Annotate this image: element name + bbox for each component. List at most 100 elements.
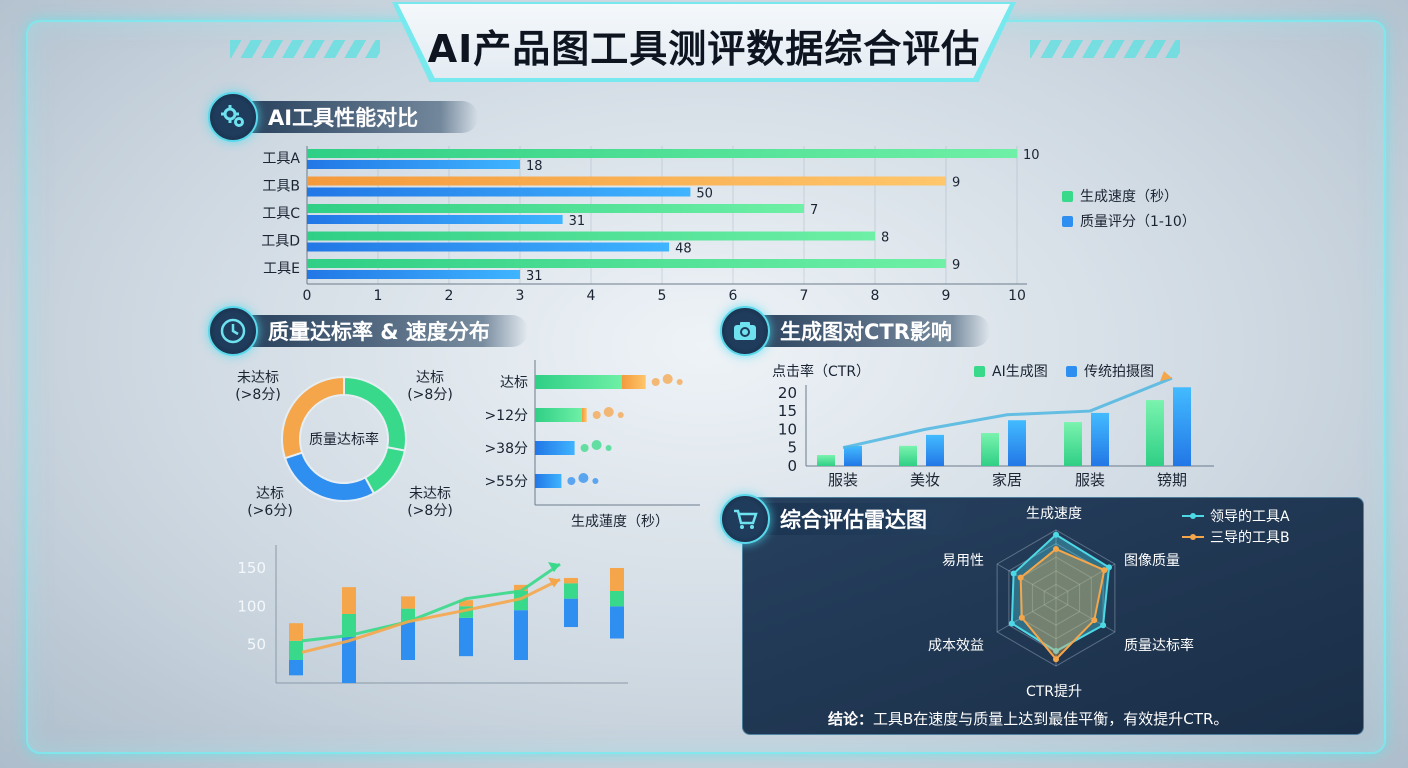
x-tick-label: 5: [658, 288, 667, 304]
scatter-dot: [651, 378, 660, 386]
scatter-dot: [605, 445, 612, 451]
y-tick-label: 0: [787, 457, 797, 475]
legend-label: 质量评分（1-10）: [1080, 214, 1196, 230]
legend-item-traditional: 传统拍摄图: [1066, 361, 1154, 381]
legend-swatch: [974, 365, 985, 377]
speed-bar: [307, 259, 946, 268]
decor-stripes-right: [1030, 40, 1180, 58]
donut-outer-label: (>8分): [235, 387, 281, 403]
scatter-dot: [580, 444, 589, 452]
section-quality-header: 质量达标率 & 速度分布: [208, 306, 528, 356]
section-radar-title: 综合评估雷达图: [780, 508, 927, 532]
quality-value-label: 31: [526, 269, 543, 284]
radar-point: [1100, 622, 1107, 629]
legend-label: 领导的工具A: [1210, 509, 1290, 525]
radar-point: [1018, 614, 1025, 621]
blue-bar: [535, 441, 575, 455]
x-tick-label: 6: [729, 288, 738, 304]
stack-segment-orange: [610, 568, 624, 591]
radar-point: [1106, 564, 1113, 571]
section-ctr-header: 生成图对CTR影响: [720, 306, 990, 356]
radar-axis-label: 易用性: [942, 553, 984, 569]
radar-axis-label: 生成速度: [1026, 506, 1082, 522]
radar-ring: [1031, 570, 1081, 626]
conclusion-body: 工具B在速度与质量上达到最佳平衡，有效提升CTR。: [873, 710, 1229, 728]
speed-value-label: 8: [881, 231, 889, 246]
stack-segment-orange: [459, 600, 473, 607]
scatter-dot: [567, 477, 576, 485]
stack-segment-orange: [514, 584, 528, 591]
x-tick-label: 服装: [828, 471, 858, 489]
radar-spoke: [996, 597, 1057, 633]
stack-segment-orange: [564, 577, 578, 584]
ai-bar: [1146, 400, 1164, 466]
stack-segment-green: [459, 606, 473, 618]
category-label: 工具E: [263, 261, 300, 277]
legend-swatch: [1062, 190, 1073, 202]
stack-segment-green: [564, 583, 578, 599]
speed-value-label: 9: [952, 258, 960, 273]
stack-segment-orange: [401, 596, 415, 609]
scatter-dot: [591, 440, 602, 450]
donut-outer-label: 达标: [256, 486, 284, 502]
traditional-bar: [1173, 387, 1191, 466]
green-bar: [535, 375, 622, 389]
x-tick-label: 10: [1008, 288, 1026, 304]
x-tick-label: 2: [445, 288, 454, 304]
y-tick-label: 150: [237, 559, 266, 577]
clock-icon: [208, 306, 258, 356]
radar-point: [1053, 656, 1059, 663]
radar-axis-label: 质量达标率: [1124, 637, 1194, 654]
section-perf-title: AI工具性能对比: [268, 106, 419, 130]
scatter-dot: [578, 473, 589, 483]
speed-bar: [307, 204, 804, 213]
quality-bar: [307, 160, 520, 169]
donut-outer-label: (>8分): [407, 503, 453, 519]
stack-segment-blue: [610, 606, 624, 639]
speed-bar: [307, 149, 1017, 158]
x-tick-label: 美妆: [910, 471, 940, 489]
y-tick-label: 20: [778, 384, 797, 402]
stack-segment-green: [289, 640, 303, 660]
x-axis-label: 生成蓮度（秒）: [571, 514, 669, 530]
legend-swatch: [1066, 365, 1077, 377]
radar-ring: [996, 529, 1116, 667]
radar-point: [1101, 567, 1108, 574]
decor-stripes-left: [230, 40, 380, 58]
trend-arrowhead: [548, 562, 560, 573]
x-tick-label: 服装: [1075, 471, 1105, 489]
legend-label: 传统拍摄图: [1084, 364, 1154, 380]
radar-point: [1010, 570, 1017, 577]
traditional-bar: [1008, 420, 1026, 466]
legend-item-tool-a: 领导的工具A: [1182, 506, 1290, 526]
ctr-trend-line: [842, 376, 1173, 450]
ai-bar: [981, 433, 999, 466]
category-label: 达标: [500, 375, 528, 391]
donut-outer-label: (>6分): [247, 503, 293, 519]
category-label: 工具B: [262, 179, 300, 195]
radar-axis-label: 图像质量: [1124, 553, 1180, 569]
radar-point: [1017, 574, 1024, 581]
ai-bar: [817, 455, 835, 466]
traditional-bar: [1091, 412, 1109, 466]
stack-segment-green: [401, 608, 415, 622]
category-label: 工具D: [261, 234, 300, 250]
radar-point: [1053, 648, 1059, 655]
radar-point: [1008, 620, 1015, 627]
x-tick-label: 3: [516, 288, 525, 304]
cart-icon: [720, 494, 770, 544]
section-perf-header: AI工具性能对比: [208, 92, 478, 142]
scatter-dot: [603, 407, 614, 417]
category-label: >55分: [484, 474, 528, 490]
orange-bar: [621, 375, 646, 389]
stack-segment-blue: [289, 660, 303, 676]
speed-value-label: 9: [952, 176, 960, 191]
legend-label: 三导的工具B: [1210, 530, 1290, 546]
legend-item-tool-b: 三导的工具B: [1182, 527, 1290, 547]
orange-bar: [581, 408, 587, 422]
traditional-bar: [926, 434, 944, 466]
legend-item-quality: 质量评分（1-10）: [1062, 211, 1196, 231]
